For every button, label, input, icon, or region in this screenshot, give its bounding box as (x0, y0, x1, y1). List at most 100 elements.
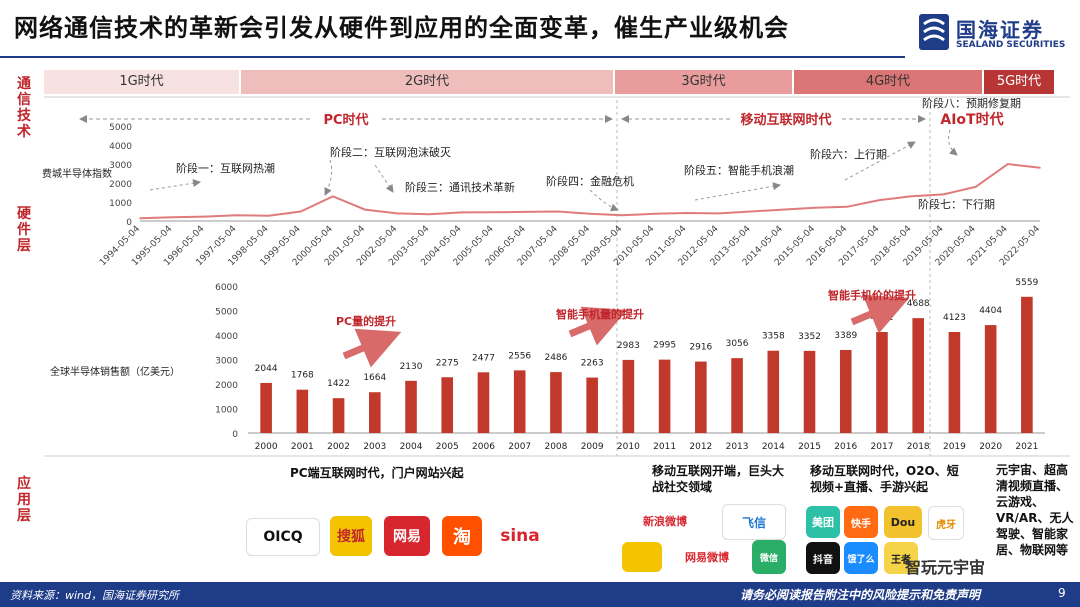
bar-xtick-2015: 2015 (798, 442, 821, 452)
annot-phone-price: 智能手机价的提升 (828, 288, 916, 302)
sox-point-18 (717, 212, 720, 215)
bar-xtick-2001: 2001 (291, 442, 314, 452)
bar-xtick-2004: 2004 (400, 442, 423, 452)
bar-label-2000: 2044 (255, 364, 278, 374)
page-title: 网络通信技术的革新会引发从硬件到应用的全面变革，催生产业级机会 (14, 14, 789, 42)
sox-point-2 (203, 215, 206, 218)
bar-2009 (586, 377, 598, 433)
sox-point-12 (524, 211, 527, 213)
sales-bar-chart: 0 1000 2000 3000 4000 5000 6000 2044 2000 1768 200… (215, 278, 1045, 452)
douyin-logo: 抖音 (806, 542, 840, 574)
bar-label-2014: 3358 (762, 332, 785, 342)
stage-2: 阶段二：互联网泡沫破灭 (330, 145, 451, 159)
bar-ytick-5: 5000 (215, 308, 238, 318)
segment-pc: PC时代 (323, 112, 368, 128)
bar-xtick-2002: 2002 (327, 442, 350, 452)
era-2g: 2G时代 (241, 70, 613, 94)
line-ylabel: 费城半导体指数 (42, 167, 112, 180)
stage-8: 阶段八：预期修复期 (922, 96, 1021, 110)
bar-xtick-2016: 2016 (834, 442, 857, 452)
sox-point-0 (139, 217, 141, 219)
bar-2004 (405, 380, 417, 433)
sox-line-chart: 0100020003000400050001994-05-041995-05-0… (98, 123, 1042, 268)
sox-point-25 (942, 193, 945, 196)
title-rule (0, 56, 905, 58)
side-label-hw: 硬件层 (17, 206, 31, 254)
stage-8-arrow (948, 129, 958, 156)
bar-xtick-2003: 2003 (363, 442, 386, 452)
sox-point-4 (267, 214, 270, 217)
bar-xtick-2013: 2013 (726, 442, 749, 452)
huya-logo: 虎牙 (928, 506, 964, 540)
line-ytick-2: 2000 (109, 180, 132, 190)
sox-point-14 (589, 212, 591, 215)
app-o2o-title: 移动互联网时代，O2O、短视频+直播、手游兴起 (810, 464, 959, 494)
sox-point-24 (910, 195, 913, 198)
sox-point-15 (621, 214, 623, 217)
sox-point-9 (428, 213, 431, 216)
sox-point-3 (235, 214, 238, 217)
line-ytick-5: 5000 (109, 123, 132, 133)
bar-2014 (767, 350, 780, 433)
footer: 资料来源：wind，国海证券研究所 请务必阅读报告附注中的风险提示和免责声明 9 (0, 582, 1080, 607)
bar-label-2002: 1422 (327, 379, 350, 389)
douyu-logo: Dou (884, 506, 922, 538)
segment-mobile: 移动互联网时代 (740, 112, 831, 128)
stage-6-arrow (844, 141, 916, 181)
bar-2005 (441, 377, 454, 433)
annot-phone-up: 智能手机量的提升 (556, 307, 644, 321)
bar-xtick-2000: 2000 (255, 442, 278, 452)
side-label-app: 应用层 (17, 476, 31, 524)
side-label-comm: 通信技术 (17, 76, 31, 140)
stage-3: 阶段三：通讯技术革新 (405, 180, 515, 194)
bar-2002 (332, 398, 345, 433)
bar-xtick-2018: 2018 (907, 442, 930, 452)
sox-point-27 (1007, 163, 1009, 165)
brand-logo: 国海证券 SEALAND SECURITIES (918, 12, 1078, 56)
stage-5: 阶段五：智能手机浪潮 (684, 163, 794, 177)
bar-label-2016: 3389 (834, 331, 857, 341)
era-3g: 3G时代 (615, 70, 792, 94)
bar-xtick-2017: 2017 (871, 442, 894, 452)
bar-label-2007: 2556 (508, 351, 531, 361)
bar-2010 (622, 359, 635, 433)
oicq-logo: OICQ (246, 518, 320, 556)
bar-2019 (948, 331, 961, 433)
bar-ytick-0: 0 (232, 430, 238, 440)
bar-label-2009: 2263 (581, 359, 604, 369)
bar-label-2006: 2477 (472, 353, 495, 363)
bar-ytick-6: 6000 (215, 283, 238, 293)
phone-up-arrow (568, 306, 628, 346)
logo-en: SEALAND SECURITIES (956, 40, 1066, 50)
stage-7: 阶段七：下行期 (918, 197, 995, 211)
sox-point-16 (653, 212, 656, 215)
sox-point-23 (878, 199, 881, 201)
bar-2013 (731, 358, 743, 433)
stage-1: 阶段一：互联网热潮 (176, 161, 275, 175)
bar-label-2004: 2130 (400, 362, 423, 372)
bar-2003 (368, 392, 381, 433)
eleme-logo: 饿了么 (844, 542, 878, 574)
phone-price-arrow (850, 294, 910, 334)
bar-2018 (912, 318, 925, 433)
bar-ylabel: 全球半导体销售额（亿美元） (50, 365, 180, 378)
segment-aiot: AIoT时代 (940, 111, 1003, 128)
bar-xtick-2012: 2012 (689, 442, 712, 452)
honor-of-kings-logo: 王者 (884, 542, 918, 574)
kuaishou-logo: 快手 (844, 506, 878, 538)
bar-ylabel-text: 全球半导体销售额（亿美元） (50, 365, 180, 378)
stage-1-arrow (149, 179, 201, 191)
sox-point-22 (846, 205, 848, 208)
stage-4-arrow (589, 189, 619, 212)
bar-2015 (803, 350, 816, 433)
line-ytick-4: 4000 (109, 142, 132, 152)
bar-label-2003: 1664 (363, 373, 386, 383)
era-4g: 4G时代 (794, 70, 982, 94)
bar-2011 (658, 359, 671, 433)
bar-xtick-2011: 2011 (653, 442, 676, 452)
bar-2000 (260, 382, 272, 433)
bar-2021 (1021, 296, 1033, 433)
bar-2020 (984, 325, 997, 433)
bar-2007 (513, 370, 526, 433)
